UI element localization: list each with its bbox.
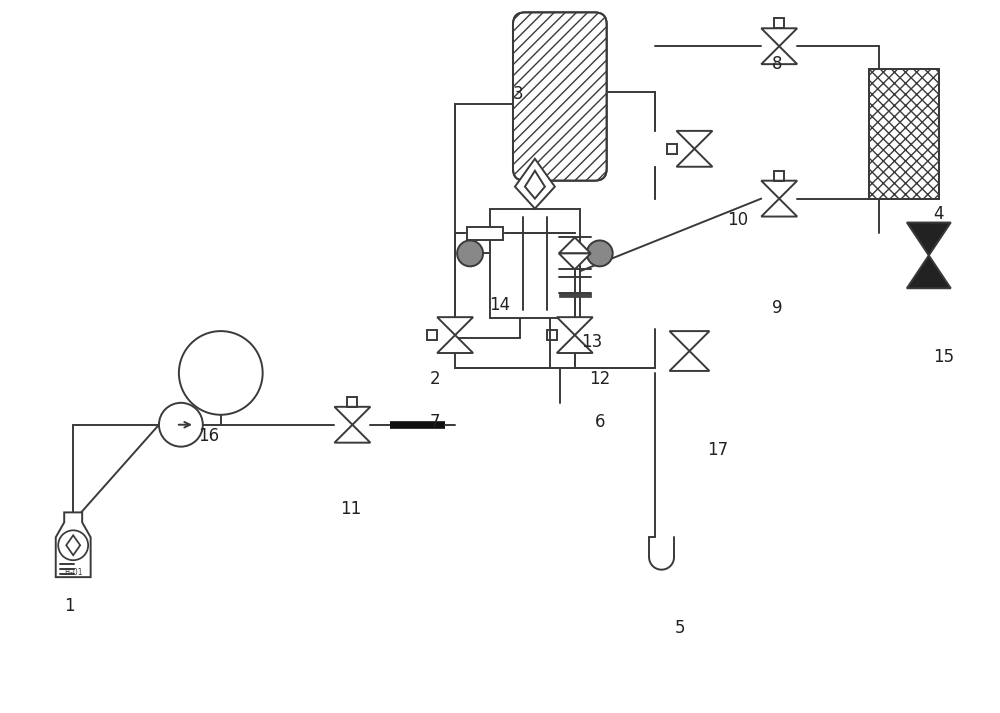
Text: 16: 16 [198, 427, 219, 445]
Circle shape [587, 240, 613, 267]
FancyBboxPatch shape [513, 12, 607, 180]
Polygon shape [670, 331, 709, 351]
Polygon shape [334, 407, 370, 425]
Text: 2: 2 [430, 370, 440, 388]
Polygon shape [56, 513, 91, 577]
Polygon shape [761, 180, 797, 199]
Polygon shape [761, 46, 797, 64]
Circle shape [159, 403, 203, 446]
Text: 8: 8 [772, 55, 782, 73]
Text: 11: 11 [340, 501, 361, 518]
Text: 13: 13 [581, 333, 602, 352]
Bar [547, 330, 557, 340]
Polygon shape [437, 317, 473, 335]
Polygon shape [557, 335, 593, 353]
Bar [427, 330, 437, 340]
Bar [490, 209, 580, 318]
Polygon shape [515, 159, 555, 209]
Bar [467, 227, 503, 240]
Bar [869, 69, 939, 199]
Text: 1: 1 [64, 597, 75, 615]
Text: 6: 6 [594, 413, 605, 431]
Text: 9: 9 [772, 299, 782, 317]
Polygon shape [677, 149, 712, 167]
Polygon shape [670, 351, 709, 371]
Text: 15: 15 [933, 347, 954, 366]
Text: Fi-01: Fi-01 [64, 568, 82, 577]
Bar [667, 144, 677, 154]
Bar [869, 69, 939, 199]
Polygon shape [437, 335, 473, 353]
Polygon shape [907, 222, 951, 255]
Bar [559, 293, 591, 297]
Text: 10: 10 [727, 211, 748, 229]
Circle shape [58, 530, 88, 560]
Polygon shape [525, 170, 545, 199]
Text: 5: 5 [674, 619, 685, 637]
Bar [774, 19, 784, 29]
Polygon shape [66, 535, 80, 555]
Polygon shape [559, 237, 591, 253]
Text: 7: 7 [430, 413, 440, 431]
Bar [347, 397, 357, 407]
Text: 17: 17 [707, 441, 728, 459]
Polygon shape [761, 199, 797, 217]
Polygon shape [557, 317, 593, 335]
Text: 3: 3 [513, 85, 523, 103]
Text: 12: 12 [589, 370, 610, 388]
Polygon shape [559, 253, 591, 270]
Polygon shape [761, 29, 797, 46]
Text: 4: 4 [934, 205, 944, 223]
Circle shape [179, 331, 263, 415]
Polygon shape [677, 131, 712, 149]
Circle shape [457, 240, 483, 267]
Polygon shape [334, 425, 370, 443]
Polygon shape [907, 255, 951, 288]
Bar [774, 171, 784, 180]
Text: 14: 14 [489, 297, 511, 314]
